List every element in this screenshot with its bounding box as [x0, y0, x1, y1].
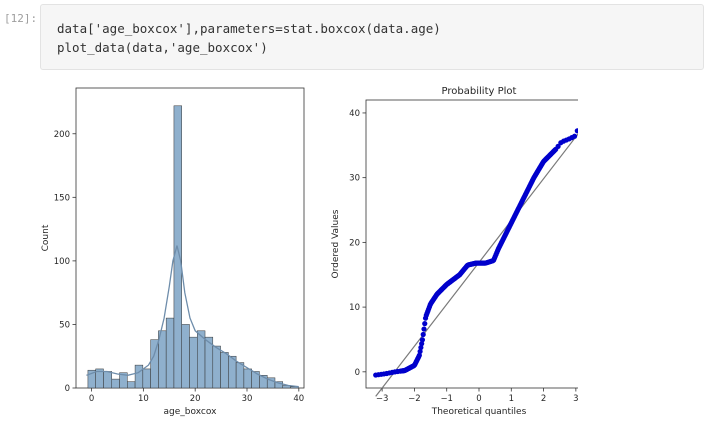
probability-point: [571, 133, 578, 139]
y-tick-label: 200: [54, 130, 70, 140]
code-line-1: data['age_boxcox'],parameters=stat.boxco…: [57, 21, 441, 36]
histogram-bar: [243, 368, 252, 389]
y-tick-label: 30: [349, 174, 360, 184]
probability-point: [422, 321, 428, 327]
x-tick-label: 2: [541, 394, 546, 404]
probability-x-label: Theoretical quantiles: [431, 407, 527, 417]
probability-plot: −3 −2 −1 0 1 2 3 0 10 20 30 40 Probability Plot Th…: [331, 86, 578, 417]
probability-point: [421, 326, 427, 332]
probability-point: [555, 143, 561, 149]
histogram-bar: [212, 345, 221, 389]
x-tick-label: 0: [476, 394, 481, 404]
histogram-bar: [165, 317, 175, 389]
kde-curve: [86, 245, 299, 388]
y-tick-label: 40: [349, 109, 360, 119]
code-block[interactable]: data['age_boxcox'],parameters=stat.boxco…: [57, 19, 441, 57]
x-tick-label: 30: [242, 394, 253, 404]
histogram-bar: [189, 336, 198, 389]
histogram-bar: [220, 352, 229, 389]
x-tick-label: −3: [376, 394, 389, 404]
probability-points: [373, 128, 578, 378]
code-line-2: plot_data(data,'age_boxcox'): [57, 40, 268, 55]
x-tick-label: −1: [440, 394, 453, 404]
y-tick-label: 20: [349, 238, 360, 248]
y-tick-label: 100: [54, 257, 70, 267]
x-tick-label: 3: [573, 394, 578, 404]
histogram-bar: [134, 364, 144, 389]
histogram-bars: [87, 105, 299, 389]
histogram-bar: [142, 368, 151, 389]
probability-point: [418, 344, 424, 351]
probability-point: [416, 352, 422, 358]
histogram-bar: [197, 330, 206, 389]
probability-point: [420, 331, 426, 338]
y-tick-label: 0: [65, 384, 70, 394]
histogram-chart: 0 10 20 30 40 0 50 100 150 200 age_boxcox Count: [41, 87, 305, 417]
cell-prompt: [12]:: [4, 12, 38, 25]
histogram-y-ticks: 0 50 100 150 200: [54, 130, 76, 394]
x-tick-label: 40: [293, 394, 304, 404]
histogram-bar: [127, 381, 136, 389]
y-tick-label: 0: [355, 368, 360, 378]
histogram-bar: [274, 381, 284, 389]
x-tick-label: 0: [89, 394, 94, 404]
probability-plot-title: Probability Plot: [442, 86, 517, 97]
histogram-bar: [103, 371, 113, 389]
x-tick-label: 1: [509, 394, 514, 404]
probability-y-label: Ordered Values: [331, 209, 341, 278]
probability-point: [417, 348, 423, 355]
histogram-bar: [235, 362, 245, 389]
code-cell[interactable]: data['age_boxcox'],parameters=stat.boxco…: [40, 4, 704, 70]
probability-point: [419, 337, 426, 343]
histogram-x-label: age_boxcox: [164, 407, 218, 417]
x-tick-label: 20: [190, 394, 201, 404]
probability-point: [419, 341, 425, 347]
histogram-y-label: Count: [41, 224, 51, 251]
histogram-bar: [111, 378, 120, 389]
y-tick-label: 50: [59, 320, 70, 330]
y-tick-label: 10: [349, 303, 360, 313]
histogram-x-ticks: 0 10 20 30 40: [89, 388, 304, 404]
histogram-bar: [228, 355, 237, 389]
probability-point: [574, 128, 578, 134]
histogram-bar: [119, 372, 128, 389]
y-tick-label: 150: [54, 193, 70, 203]
probability-plot-area: [365, 99, 578, 389]
probability-x-ticks: −3 −2 −1 0 1 2 3: [376, 388, 578, 404]
x-tick-label: −2: [408, 394, 421, 404]
histogram-bar: [181, 324, 190, 389]
x-tick-label: 10: [138, 394, 149, 404]
probability-y-ticks: 0 10 20 30 40: [349, 109, 366, 378]
